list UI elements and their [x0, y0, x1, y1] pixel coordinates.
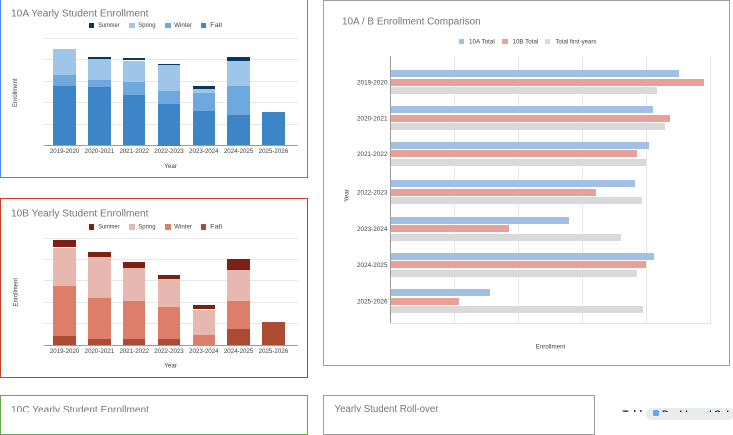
- svg-text:2020-2021: 2020-2021: [85, 148, 115, 155]
- svg-text:2025-2026: 2025-2026: [259, 348, 289, 355]
- svg-text:Total first-years: Total first-years: [555, 39, 596, 46]
- svg-text:2023-2024: 2023-2024: [357, 226, 388, 233]
- svg-text:Year: Year: [164, 363, 177, 370]
- svg-text:Enrollment: Enrollment: [12, 78, 19, 107]
- svg-text:2019-2020: 2019-2020: [357, 80, 388, 87]
- svg-text:10A Total: 10A Total: [469, 39, 495, 46]
- svg-text:Table: Table: [623, 410, 649, 412]
- svg-text:Fall: Fall: [210, 23, 222, 29]
- svg-text:10B Total: 10B Total: [513, 39, 539, 46]
- svg-text:Winter: Winter: [174, 225, 192, 231]
- svg-text:2025-2026: 2025-2026: [357, 299, 388, 306]
- svg-text:Spring: Spring: [138, 23, 155, 29]
- svg-text:Year: Year: [344, 189, 351, 202]
- svg-text:2023-2024: 2023-2024: [189, 348, 219, 355]
- svg-text:Enrollment: Enrollment: [536, 343, 566, 350]
- svg-text:2021-2022: 2021-2022: [119, 348, 149, 355]
- svg-text:2019-2020: 2019-2020: [50, 348, 80, 355]
- svg-text:Year: Year: [164, 163, 177, 170]
- svg-text:2022-2023: 2022-2023: [154, 348, 184, 355]
- svg-text:Winter: Winter: [174, 23, 192, 29]
- svg-text:Summer: Summer: [98, 23, 119, 29]
- svg-text:10A Yearly Student Enrollment: 10A Yearly Student Enrollment: [11, 9, 149, 20]
- svg-text:2024-2025: 2024-2025: [224, 148, 254, 155]
- svg-text:Enrollment: Enrollment: [12, 278, 19, 307]
- svg-text:2024-2025: 2024-2025: [224, 348, 254, 355]
- svg-text:Summer: Summer: [98, 225, 119, 231]
- svg-text:2022-2023: 2022-2023: [357, 190, 388, 197]
- svg-text:Dashboard Subtitle: Dashboard Subtitle: [662, 409, 733, 412]
- svg-text:2024-2025: 2024-2025: [357, 262, 388, 269]
- svg-text:2025-2026: 2025-2026: [259, 148, 289, 155]
- svg-text:10A / B Enrollment Comparison: 10A / B Enrollment Comparison: [342, 17, 481, 28]
- svg-text:2021-2022: 2021-2022: [357, 151, 388, 158]
- svg-text:2020-2021: 2020-2021: [357, 115, 388, 122]
- svg-text:Spring: Spring: [138, 225, 155, 231]
- svg-text:10C Yearly Student Enrollment: 10C Yearly Student Enrollment: [11, 405, 149, 412]
- svg-text:2020-2021: 2020-2021: [85, 348, 115, 355]
- svg-text:10B Yearly Student Enrollment: 10B Yearly Student Enrollment: [11, 208, 149, 219]
- svg-text:Yearly Student Roll-over: Yearly Student Roll-over: [335, 404, 440, 412]
- svg-text:2023-2024: 2023-2024: [189, 148, 219, 155]
- svg-text:Fall: Fall: [210, 225, 222, 231]
- svg-text:2021-2022: 2021-2022: [119, 148, 149, 155]
- svg-text:2022-2023: 2022-2023: [154, 148, 184, 155]
- svg-text:2019-2020: 2019-2020: [50, 148, 80, 155]
